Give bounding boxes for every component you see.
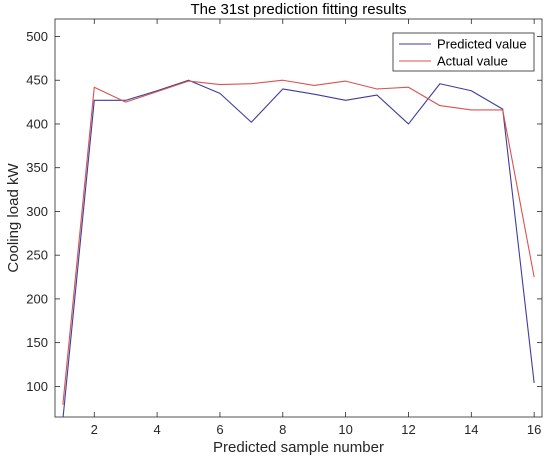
series-line-actual-value <box>62 79 535 405</box>
x-tick-label: 12 <box>401 422 415 437</box>
x-tick-label: 6 <box>216 422 223 437</box>
y-tick-label: 150 <box>26 335 48 350</box>
plot-area: 2 4 6 8 10 12 14 16 100 150 200 250 300 350 400 450 500 <box>26 18 543 437</box>
x-tick-label: 4 <box>153 422 160 437</box>
legend-label: Actual value <box>437 54 508 69</box>
x-tick-label: 2 <box>91 422 98 437</box>
y-tick-label: 200 <box>26 291 48 306</box>
legend-box <box>392 32 535 72</box>
series-lines <box>62 79 535 417</box>
x-tick-label: 16 <box>527 422 541 437</box>
y-tick-label: 500 <box>26 29 48 44</box>
y-tick-label: 250 <box>26 248 48 263</box>
x-tick-label: 14 <box>464 422 478 437</box>
series-line-predicted-value <box>62 79 535 417</box>
plot-frame <box>54 18 543 418</box>
x-tick-label: 8 <box>279 422 286 437</box>
y-tick-label: 450 <box>26 73 48 88</box>
x-tick-label: 10 <box>338 422 352 437</box>
y-tick-label: 350 <box>26 160 48 175</box>
y-axis-title: Cooling load kW <box>5 163 22 273</box>
y-tick-label: 300 <box>26 204 48 219</box>
chart-title: The 31st prediction fitting results <box>191 1 407 18</box>
y-tick-label: 100 <box>26 379 48 394</box>
legend-label: Predicted value <box>437 37 527 52</box>
y-tick-label: 400 <box>26 116 48 131</box>
x-axis-title: Predicted sample number <box>213 439 384 456</box>
legend: Predicted value Actual value <box>392 32 535 72</box>
